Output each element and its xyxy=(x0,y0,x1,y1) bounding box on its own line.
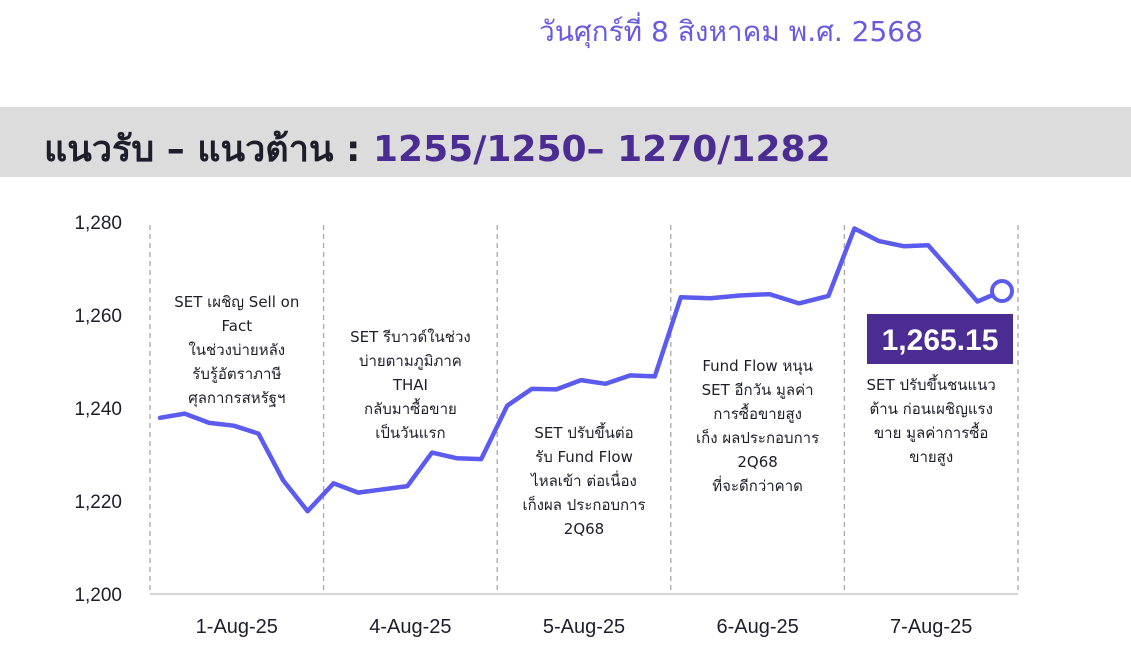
x-tick-label: 1-Aug-25 xyxy=(196,616,278,638)
support-resistance-banner xyxy=(0,107,1131,177)
day-annotation-line: เก็งผล ประกอบการ xyxy=(522,495,645,514)
x-tick-label: 4-Aug-25 xyxy=(369,616,451,638)
day-annotation-line: เป็นวันแรก xyxy=(375,423,445,442)
day-annotation-line: รับรู้อัตราภาษี xyxy=(192,365,281,383)
set-index-line xyxy=(157,226,1005,514)
day-annotation-line: การซื้อขายสูง xyxy=(713,403,802,423)
day-annotation-line: ศุลกากรสหรัฐฯ xyxy=(188,389,285,408)
day-annotation-line: เก็ง ผลประกอบการ xyxy=(696,428,819,447)
day-annotation-line: ต้าน ก่อนเผชิญแรง xyxy=(869,400,992,418)
day-annotation-line: SET ปรับขึ้นต่อ xyxy=(534,422,633,442)
day-annotation-line: 2Q68 xyxy=(564,520,604,538)
set-index-line-chart: 1,200 1,220 1,240 1,260 1,280 1-Aug-25 4-Aug-2… xyxy=(74,213,1019,638)
support-resistance-label: แนวรับ – แนวต้าน : xyxy=(44,129,361,170)
day-annotation-line: Fact xyxy=(222,317,253,335)
day-annotation-line: SET รีบาวด์ในช่วง xyxy=(350,328,471,346)
y-tick-label: 1,280 xyxy=(74,213,122,234)
x-tick-label: 7-Aug-25 xyxy=(890,616,972,638)
day-annotation-line: ที่จะดีกว่าคาด xyxy=(712,475,803,495)
day-annotation-line: ในช่วงบ่ายหลัง xyxy=(188,341,285,359)
day-annotation-line: Fund Flow หนุน xyxy=(702,357,813,376)
support-resistance-text: แนวรับ – แนวต้าน : 1255/1250– 1270/1282 xyxy=(44,120,831,177)
x-tick-label: 5-Aug-25 xyxy=(543,616,625,638)
y-tick-label: 1,260 xyxy=(74,306,122,327)
last-value-label: 1,265.15 xyxy=(882,324,999,357)
day-annotation-line: ไหลเข้า ต่อเนื่อง xyxy=(530,470,637,490)
y-tick-label: 1,240 xyxy=(74,399,122,420)
y-tick-label: 1,200 xyxy=(74,585,122,606)
day-annotation-line: บ่ายตามภูมิภาค xyxy=(359,352,462,370)
day-annotation-line: รับ Fund Flow xyxy=(535,448,633,466)
day-annotation-line: SET ปรับขึ้นชนแนว xyxy=(867,374,996,394)
day-annotation-line: THAI xyxy=(392,376,428,394)
day-annotation-line: SET อีกวัน มูลค่า xyxy=(702,381,814,399)
last-point-marker xyxy=(990,279,1014,304)
day-annotation-line: 2Q68 xyxy=(737,453,777,471)
day-annotation-line: ขาย มูลค่าการซื้อ xyxy=(874,422,989,442)
day-annotation-line: กลับมาซื้อขาย xyxy=(364,398,457,418)
day-annotation-line: SET เผชิญ Sell on xyxy=(174,293,299,311)
x-tick-label: 6-Aug-25 xyxy=(716,616,798,638)
y-tick-label: 1,220 xyxy=(74,492,122,513)
report-date: วันศุกร์ที่ 8 สิงหาคม พ.ศ. 2568 xyxy=(539,15,923,48)
last-value-badge xyxy=(867,314,1013,364)
day-annotation-line: ขายสูง xyxy=(909,448,953,466)
support-resistance-values: 1255/1250– 1270/1282 xyxy=(373,129,831,170)
